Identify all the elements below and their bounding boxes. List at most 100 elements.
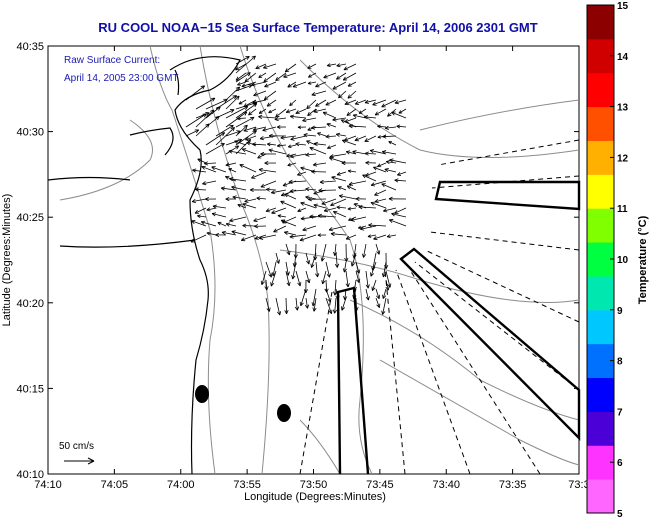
current-vector — [212, 204, 227, 209]
current-vector — [325, 288, 332, 303]
x-tick-label: 74:05 — [101, 479, 129, 491]
colorbar-band — [587, 38, 614, 74]
current-vector — [382, 150, 397, 155]
current-vector — [289, 189, 307, 194]
current-vector — [268, 108, 277, 114]
current-vector — [204, 161, 217, 166]
colorbar-band — [587, 411, 614, 446]
current-vector — [276, 143, 287, 148]
current-vector — [258, 167, 277, 173]
current-vector — [249, 187, 267, 193]
current-vector — [295, 108, 307, 115]
current-vector — [377, 162, 387, 168]
current-vector — [194, 187, 207, 192]
current-vector — [215, 127, 235, 146]
current-vector — [258, 72, 267, 78]
current-vector — [297, 125, 307, 129]
current-vector — [341, 139, 357, 146]
colorbar-tick-label: 7 — [617, 407, 623, 418]
current-vector — [275, 108, 287, 118]
current-vector — [386, 234, 397, 239]
current-vector — [191, 219, 207, 227]
current-vector — [364, 135, 377, 142]
current-vector — [285, 108, 297, 114]
scale-label: 50 cm/s — [59, 441, 94, 452]
current-vector — [275, 72, 287, 81]
current-vector — [235, 55, 256, 74]
current-vector — [338, 194, 357, 200]
current-vector — [333, 210, 347, 218]
coastline — [47, 56, 241, 475]
current-vector — [289, 99, 297, 107]
current-vector — [330, 198, 347, 207]
current-vector — [319, 179, 337, 185]
current-vector — [292, 81, 307, 88]
current-vector — [234, 140, 247, 146]
current-vector — [358, 205, 377, 210]
current-vector — [355, 270, 361, 283]
current-vector — [285, 243, 291, 256]
current-vector — [284, 297, 289, 315]
current-vector — [389, 158, 407, 164]
current-vector — [370, 201, 387, 209]
current-vector — [255, 63, 267, 70]
current-vector — [330, 231, 347, 237]
colorbar-band — [587, 106, 614, 141]
current-vector — [381, 99, 397, 108]
current-vector — [332, 297, 338, 314]
colorbar-band — [587, 72, 614, 108]
current-vector — [242, 223, 257, 228]
colorbar-tick-label: 9 — [617, 306, 623, 317]
colorbar-band — [587, 208, 614, 243]
current-vector — [201, 165, 217, 173]
current-vector — [195, 112, 210, 119]
current-vector — [388, 196, 407, 201]
current-vector — [225, 86, 241, 101]
current-vector — [325, 134, 337, 139]
current-vector — [385, 270, 392, 288]
current-vector — [344, 243, 349, 262]
current-vector — [373, 166, 387, 173]
current-vector — [342, 261, 347, 273]
current-vector — [241, 81, 257, 88]
current-vector — [197, 158, 207, 164]
current-vector — [317, 233, 327, 237]
current-vector — [235, 124, 248, 137]
current-vector — [391, 212, 407, 218]
colorbar-tick-label: 10 — [617, 255, 629, 266]
current-vector — [391, 111, 407, 119]
current-vector — [264, 81, 277, 88]
current-vector — [205, 196, 217, 202]
x-axis: 74:10 74:05 74:00 73:55 73:50 73:45 73:40 73:35… — [34, 46, 590, 491]
current-vector — [332, 81, 347, 90]
current-vector — [271, 207, 287, 215]
current-vector — [211, 166, 227, 173]
current-vector — [225, 95, 240, 110]
current-vector — [336, 72, 347, 80]
current-vector — [235, 55, 250, 65]
current-vector — [280, 200, 297, 209]
y-axis: 40:35 40:30 40:25 40:20 40:15 40:10 — [16, 41, 579, 481]
current-vector — [308, 72, 317, 78]
current-vector — [300, 216, 317, 221]
colorbar-tick-label: 5 — [617, 509, 623, 519]
current-vector — [225, 162, 237, 167]
current-vector — [307, 108, 317, 117]
current-vector — [352, 150, 367, 155]
current-vector — [290, 153, 307, 159]
current-vector — [362, 243, 367, 258]
current-vector — [326, 122, 337, 128]
current-vector — [287, 144, 297, 148]
current-vector — [344, 99, 357, 106]
current-vector — [242, 202, 257, 209]
current-vector — [389, 219, 407, 227]
current-vector — [335, 132, 347, 137]
current-vector — [385, 279, 390, 291]
current-vector — [313, 141, 327, 147]
temperature-colorbar: 15 14 13 12 11 10 9 8 7 6 5 — [586, 1, 629, 519]
current-vector — [205, 143, 225, 155]
current-vector — [305, 252, 311, 265]
colorbar-band — [587, 479, 614, 514]
current-vector — [346, 108, 357, 116]
current-vector — [205, 98, 228, 110]
